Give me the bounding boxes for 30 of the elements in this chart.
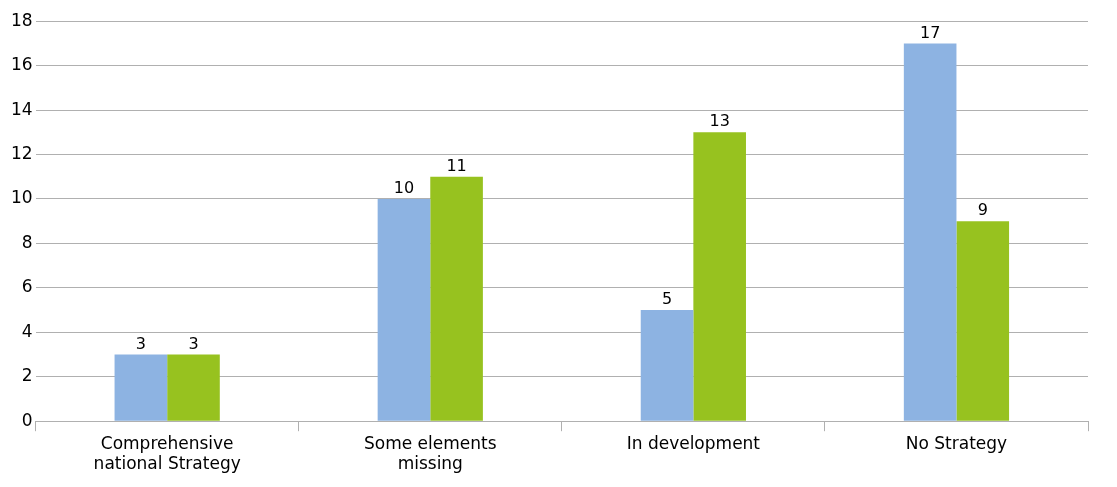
bar	[903, 43, 957, 421]
x-tick-label: No Strategy	[905, 432, 1008, 453]
y-tick-label: 0	[21, 409, 33, 430]
data-label: 3	[188, 333, 199, 353]
x-tick-label: Some elements missing	[363, 432, 497, 474]
data-label: 3	[135, 333, 146, 353]
y-tick-label: 8	[21, 231, 33, 252]
data-label: 10	[393, 178, 415, 198]
data-label: 5	[661, 289, 673, 309]
y-tick-label: 12	[10, 142, 33, 163]
y-tick-label: 2	[21, 365, 33, 386]
data-label: 17	[919, 22, 941, 42]
bar	[956, 221, 1010, 421]
y-tick-label: 4	[21, 320, 33, 341]
data-label: 11	[446, 155, 467, 175]
bar	[167, 354, 220, 421]
y-tick-label: 16	[10, 54, 33, 75]
data-label: 9	[977, 200, 988, 220]
bar	[640, 310, 694, 421]
x-tick-label: Comprehensive national Strategy	[93, 432, 241, 474]
y-tick-label: 6	[21, 276, 33, 297]
x-tick-label: In development	[626, 432, 761, 453]
bar	[114, 354, 168, 421]
y-tick-label: 18	[10, 9, 33, 30]
bar	[430, 176, 483, 421]
y-tick-label: 10	[10, 187, 33, 208]
bar	[377, 198, 431, 421]
data-label: 13	[709, 111, 730, 131]
bar	[693, 132, 746, 421]
y-tick-label: 14	[10, 98, 33, 119]
